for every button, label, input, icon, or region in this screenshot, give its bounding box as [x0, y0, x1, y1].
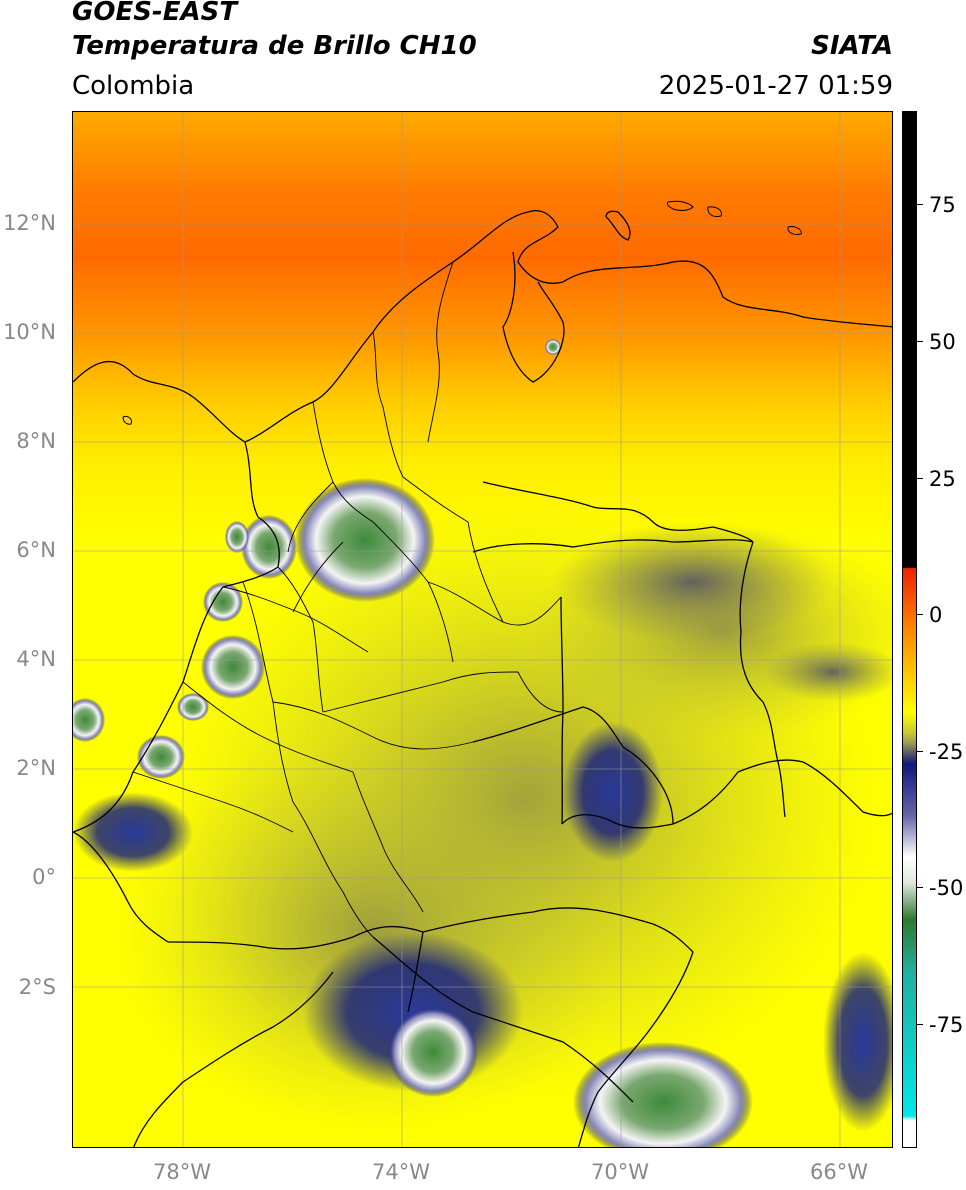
internal-boundaries: [132, 261, 564, 938]
colorbar-tick: [917, 478, 923, 479]
map-canvas: [73, 112, 892, 1147]
lat-label: 10°N: [3, 320, 56, 344]
title-product: Temperatura de Brillo CH10: [72, 31, 477, 61]
colorbar: [902, 111, 917, 1148]
island-outlines: [122, 200, 802, 425]
region-label: Colombia: [72, 71, 195, 101]
colorbar-label: 75: [929, 193, 956, 217]
lat-label: 0°: [32, 865, 56, 889]
title-satellite: GOES-EAST: [72, 0, 238, 27]
colorbar-label: 0: [929, 603, 943, 627]
colorbar-tick: [917, 614, 923, 615]
colorbar-label: 50: [929, 330, 956, 354]
country-borders: [73, 210, 892, 1147]
lat-label: 6°N: [16, 538, 56, 562]
colorbar-label: 25: [929, 467, 956, 491]
lat-label: 12°N: [3, 211, 56, 235]
lon-label: 74°W: [372, 1160, 430, 1184]
colorbar-label: -25: [929, 740, 964, 764]
lat-label: 4°N: [16, 647, 56, 671]
lon-label: 66°W: [810, 1160, 868, 1184]
colorbar-tick: [917, 887, 923, 888]
colorbar-label: -50: [929, 876, 964, 900]
cloud-regions: [73, 339, 892, 1147]
map-gridlines: [73, 112, 892, 1147]
lat-label: 2°S: [18, 975, 56, 999]
datetime-label: 2025-01-27 01:59: [658, 71, 893, 101]
lat-label: 8°N: [16, 429, 56, 453]
colorbar-gradient: [903, 112, 916, 1147]
colorbar-label: -75: [929, 1013, 964, 1037]
colorbar-tick: [917, 341, 923, 342]
colorbar-tick: [917, 1024, 923, 1025]
lon-label: 70°W: [591, 1160, 649, 1184]
lat-label: 2°N: [16, 756, 56, 780]
satellite-map: [72, 111, 893, 1148]
lon-label: 78°W: [153, 1160, 211, 1184]
organization-label: SIATA: [811, 31, 893, 61]
colorbar-tick: [917, 751, 923, 752]
colorbar-tick: [917, 204, 923, 205]
